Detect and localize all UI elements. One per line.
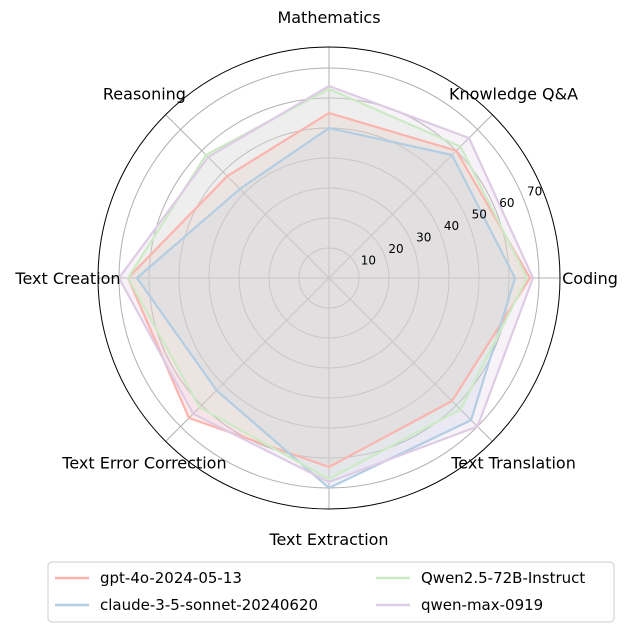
tick-label: 60 <box>499 196 514 210</box>
spoke-line <box>165 114 330 279</box>
axis-label: Reasoning <box>103 84 186 103</box>
series-line-0 <box>126 111 532 469</box>
tick-label: 30 <box>416 231 431 245</box>
series-layer <box>117 84 535 490</box>
tick-label: 70 <box>527 185 542 199</box>
tick-label: 10 <box>361 254 376 268</box>
series-fill-2 <box>128 89 527 479</box>
axis-label: Text Translation <box>450 454 576 473</box>
spoke-line <box>328 277 493 442</box>
axis-labels: Mathematics Knowledge Q&A Coding Text Trans… <box>14 8 618 549</box>
axis-label: Text Creation <box>14 269 120 288</box>
axis-label: Coding <box>562 269 618 288</box>
tick-label: 20 <box>388 242 403 256</box>
legend-label: claude-3-5-sonnet-20240620 <box>100 596 318 614</box>
axis-label: Knowledge Q&A <box>449 84 578 103</box>
series-fill-3 <box>119 86 533 482</box>
series-fill-0 <box>128 113 530 467</box>
tick-label: 50 <box>472 208 487 222</box>
legend-label: qwen-max-0919 <box>421 596 543 614</box>
legend: gpt-4o-2024-05-13 claude-3-5-sonnet-20240… <box>47 561 615 623</box>
series-line-1 <box>135 126 517 490</box>
series-line-3 <box>117 84 535 484</box>
legend-label: gpt-4o-2024-05-13 <box>100 569 242 587</box>
legend-label: Qwen2.5-72B-Instruct <box>421 569 585 587</box>
legend-box <box>47 561 615 623</box>
axis-label: Mathematics <box>277 8 380 27</box>
tick-label: 40 <box>444 219 459 233</box>
axis-label: Text Error Correction <box>61 454 226 473</box>
axis-label: Text Extraction <box>268 530 388 549</box>
series-fill-1 <box>137 128 515 488</box>
outer-frame <box>97 46 561 510</box>
spoke-line <box>328 114 493 279</box>
tick-labels: 10 20 30 40 50 60 70 <box>361 185 543 268</box>
